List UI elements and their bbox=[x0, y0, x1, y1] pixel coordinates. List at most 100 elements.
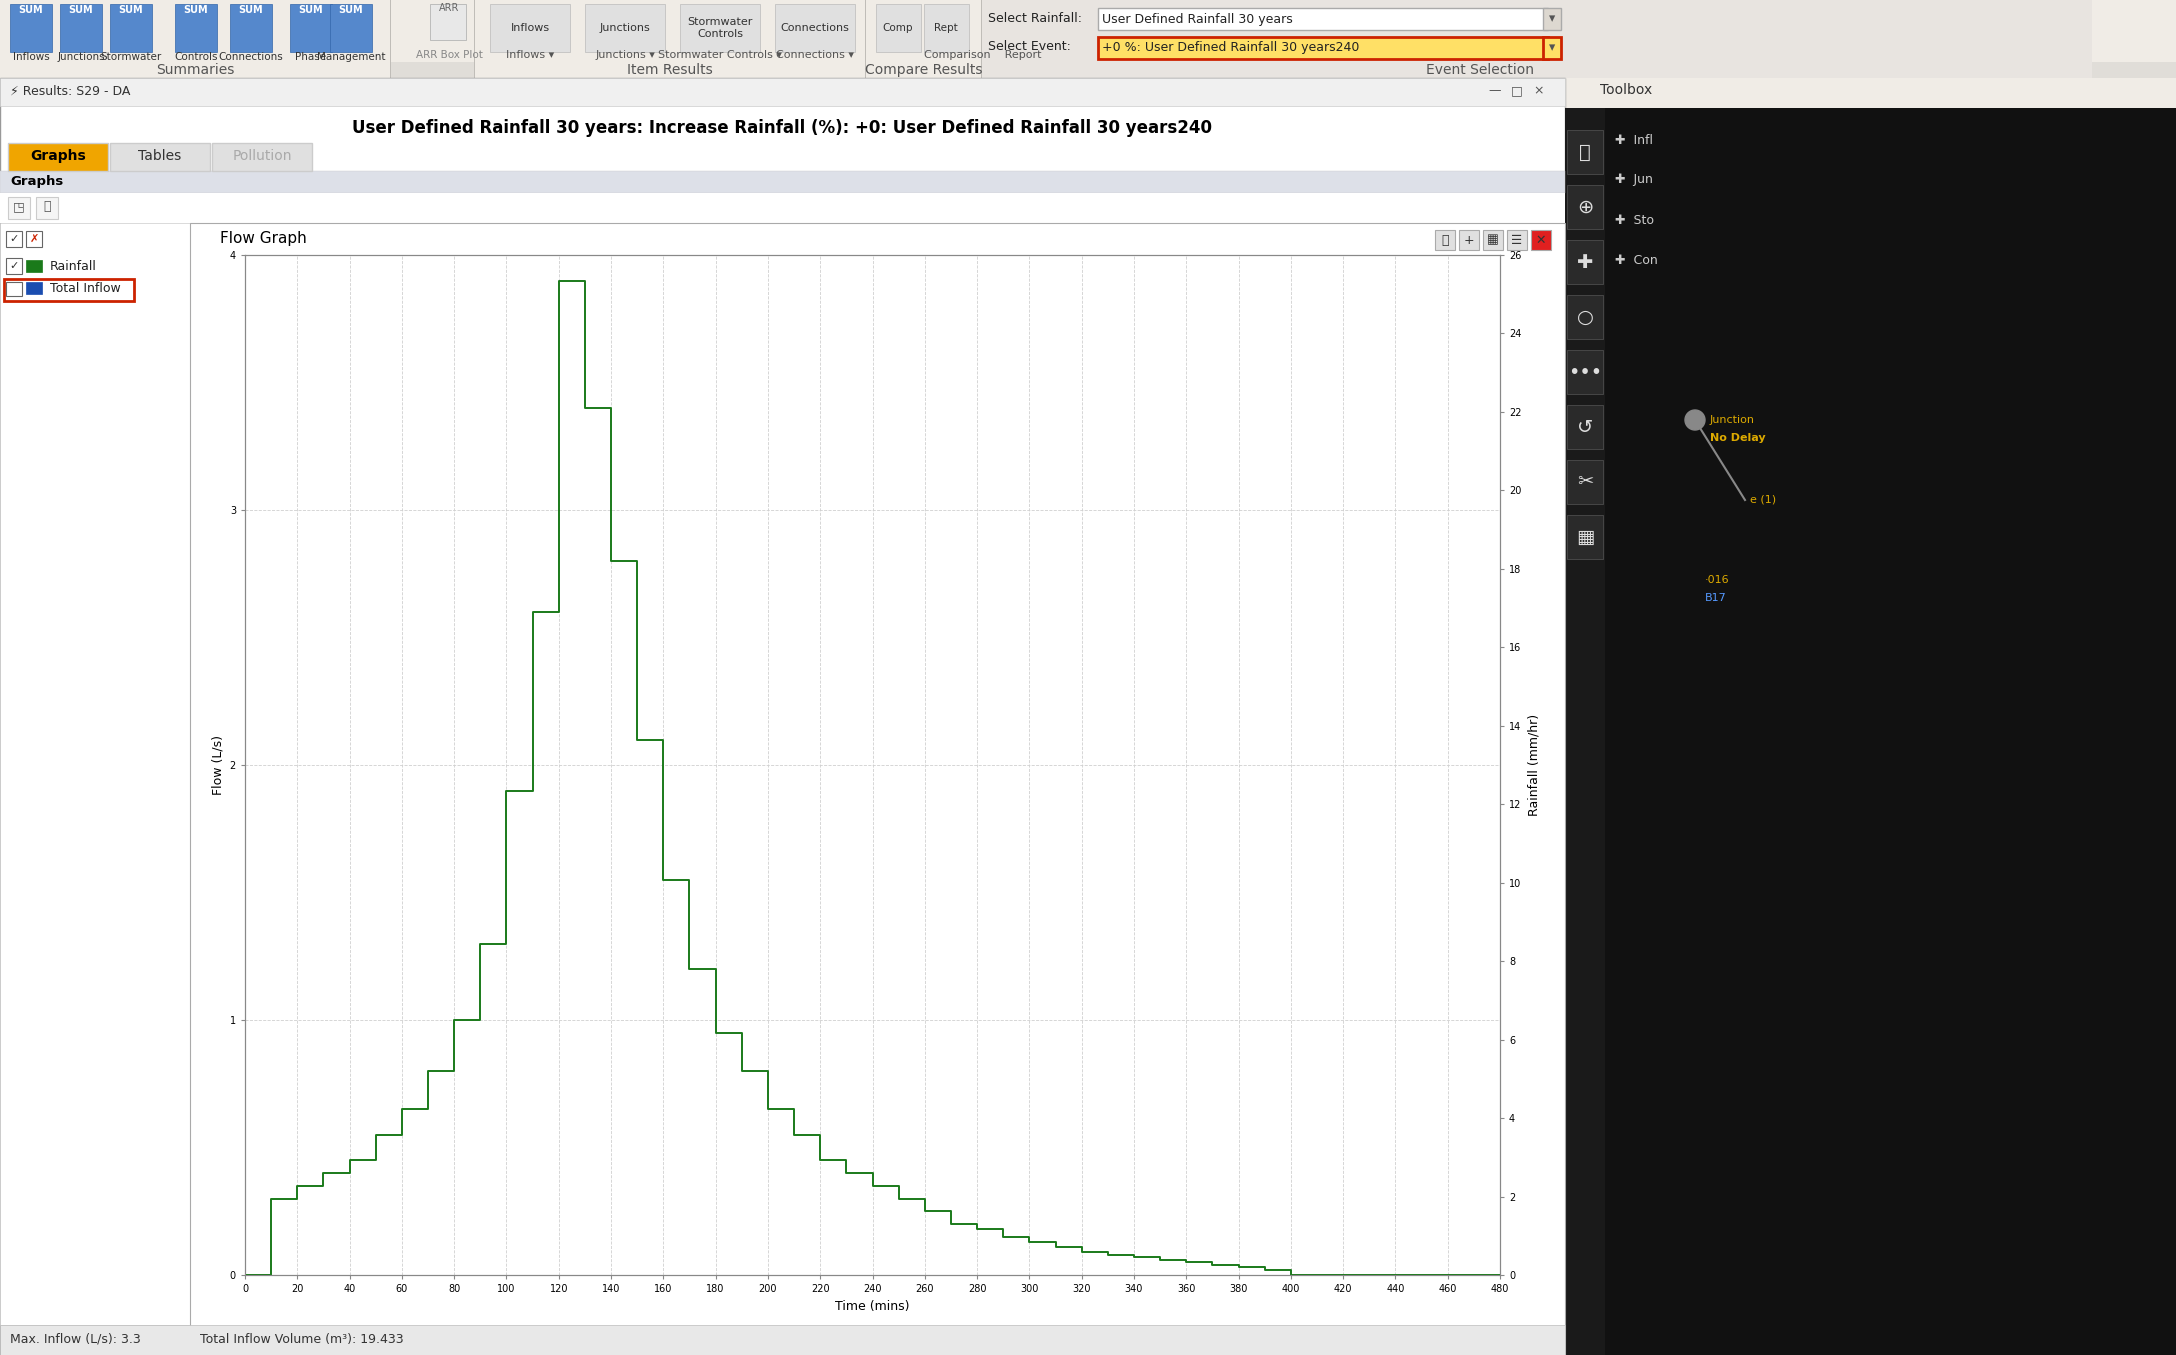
Text: Total Inflow Volume (m³): 19.433: Total Inflow Volume (m³): 19.433 bbox=[200, 1332, 403, 1346]
Bar bbox=[0, 171, 1565, 192]
Text: Controls: Controls bbox=[174, 51, 218, 62]
Text: •••: ••• bbox=[1569, 363, 1602, 382]
Bar bbox=[0, 0, 2176, 79]
Bar bbox=[7, 230, 22, 247]
Text: B17: B17 bbox=[1706, 593, 1728, 603]
Bar bbox=[1567, 405, 1604, 449]
Text: User Defined Rainfall 30 years: User Defined Rainfall 30 years bbox=[1101, 12, 1293, 26]
Bar bbox=[1567, 350, 1604, 394]
Text: ▾: ▾ bbox=[1549, 42, 1556, 54]
Text: Management: Management bbox=[318, 51, 385, 62]
Text: SUM: SUM bbox=[339, 5, 363, 15]
Bar bbox=[1434, 230, 1456, 251]
Text: ✚  Jun: ✚ Jun bbox=[1615, 173, 1654, 187]
Text: SUM: SUM bbox=[298, 5, 324, 15]
Bar bbox=[0, 76, 2176, 79]
Bar bbox=[1484, 230, 1504, 251]
Bar bbox=[1565, 79, 2176, 108]
Text: Junction: Junction bbox=[1710, 415, 1756, 425]
Y-axis label: Flow (L/s): Flow (L/s) bbox=[211, 734, 224, 795]
Text: Toolbox: Toolbox bbox=[1599, 83, 1652, 98]
Bar bbox=[0, 79, 1565, 1355]
Text: ✗: ✗ bbox=[28, 234, 39, 244]
Bar bbox=[866, 0, 981, 79]
Text: Event Selection: Event Selection bbox=[1425, 62, 1534, 77]
Text: Compare Results: Compare Results bbox=[866, 62, 984, 77]
Bar bbox=[0, 62, 2176, 79]
Text: ⊕: ⊕ bbox=[1578, 198, 1593, 217]
Text: Stormwater: Stormwater bbox=[100, 51, 161, 62]
Text: ARR: ARR bbox=[440, 3, 459, 14]
Bar bbox=[9, 144, 109, 171]
Text: ×: × bbox=[1534, 84, 1545, 98]
Bar bbox=[231, 4, 272, 51]
Text: ·016: ·016 bbox=[1706, 575, 1730, 585]
Bar bbox=[1099, 37, 1547, 60]
Text: e (1): e (1) bbox=[1750, 495, 1776, 505]
Bar bbox=[7, 257, 22, 274]
Bar bbox=[1565, 108, 1606, 1355]
Bar bbox=[37, 196, 59, 220]
Bar bbox=[331, 4, 372, 51]
Text: ▾: ▾ bbox=[1549, 12, 1556, 26]
Text: ⚡ Results: S29 - DA: ⚡ Results: S29 - DA bbox=[11, 84, 131, 98]
Bar bbox=[1099, 8, 1547, 30]
Bar bbox=[11, 4, 52, 51]
Text: Stormwater Controls ▾: Stormwater Controls ▾ bbox=[657, 50, 781, 60]
Bar bbox=[585, 4, 666, 51]
Text: SUM: SUM bbox=[70, 5, 94, 15]
Text: ⎙: ⎙ bbox=[44, 201, 50, 214]
Text: Comparison    Report: Comparison Report bbox=[925, 50, 1042, 60]
Circle shape bbox=[1684, 411, 1706, 430]
Text: ◳: ◳ bbox=[13, 201, 24, 214]
Bar bbox=[211, 144, 311, 171]
Bar bbox=[679, 4, 759, 51]
Text: Pollution: Pollution bbox=[233, 149, 292, 163]
Text: Comp: Comp bbox=[883, 23, 914, 33]
Bar bbox=[1567, 295, 1604, 339]
Text: Connections: Connections bbox=[218, 51, 283, 62]
Bar bbox=[289, 4, 333, 51]
Text: Graphs: Graphs bbox=[11, 175, 63, 187]
Text: Stormwater
Controls: Stormwater Controls bbox=[688, 18, 753, 39]
Bar bbox=[26, 282, 41, 294]
Text: —: — bbox=[1488, 84, 1501, 98]
Text: ✚: ✚ bbox=[1578, 252, 1593, 271]
Text: Inflows: Inflows bbox=[511, 23, 551, 33]
Text: ▦: ▦ bbox=[1486, 233, 1499, 247]
Bar bbox=[1508, 230, 1528, 251]
Bar bbox=[877, 4, 920, 51]
Bar bbox=[0, 192, 1565, 224]
Text: Flow Graph: Flow Graph bbox=[220, 230, 307, 245]
Bar bbox=[1458, 230, 1480, 251]
Text: Junctions ▾: Junctions ▾ bbox=[594, 50, 655, 60]
Text: SUM: SUM bbox=[183, 5, 209, 15]
Text: Connections ▾: Connections ▾ bbox=[777, 50, 853, 60]
Text: +: + bbox=[1464, 233, 1475, 247]
Text: ○: ○ bbox=[1575, 308, 1593, 327]
Text: No Delay: No Delay bbox=[1710, 434, 1765, 443]
Bar bbox=[26, 260, 41, 272]
Bar bbox=[0, 79, 1565, 106]
Text: +0 %: User Defined Rainfall 30 years240: +0 %: User Defined Rainfall 30 years240 bbox=[1101, 42, 1360, 54]
Text: Rept: Rept bbox=[934, 23, 957, 33]
Bar bbox=[1567, 130, 1604, 173]
Bar bbox=[1567, 515, 1604, 560]
Bar bbox=[61, 4, 102, 51]
Text: ✚  Con: ✚ Con bbox=[1615, 253, 1658, 267]
Bar bbox=[0, 1325, 1565, 1355]
Bar bbox=[392, 0, 472, 62]
Bar bbox=[1532, 230, 1551, 251]
Text: ✚  Infl: ✚ Infl bbox=[1615, 134, 1654, 146]
Text: ✚  Sto: ✚ Sto bbox=[1615, 214, 1654, 226]
Text: SUM: SUM bbox=[239, 5, 263, 15]
Text: ☰: ☰ bbox=[1512, 233, 1523, 247]
Bar bbox=[4, 279, 135, 301]
Text: ✕: ✕ bbox=[1536, 233, 1547, 247]
Y-axis label: Rainfall (mm/hr): Rainfall (mm/hr) bbox=[1528, 714, 1541, 816]
Bar bbox=[1565, 108, 2176, 1355]
Text: Inflows ▾: Inflows ▾ bbox=[505, 50, 555, 60]
Bar bbox=[111, 144, 211, 171]
Bar bbox=[490, 4, 570, 51]
Bar bbox=[775, 4, 855, 51]
